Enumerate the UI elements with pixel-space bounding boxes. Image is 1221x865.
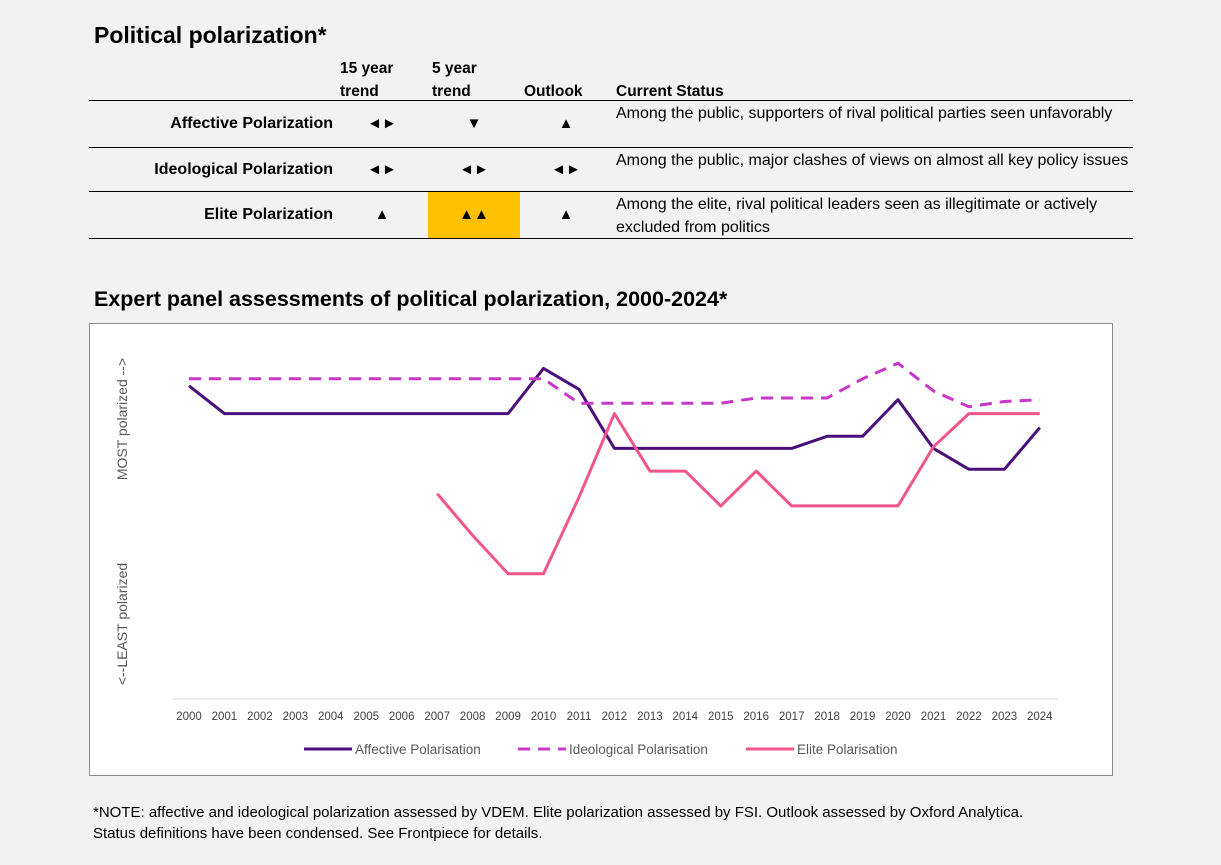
x-tick-label: 2023 <box>992 711 1018 723</box>
footnote: *NOTE: affective and ideological polariz… <box>93 802 1193 844</box>
series-line-elite-polarisation <box>436 412 1040 576</box>
x-tick-label: 2012 <box>602 711 628 723</box>
x-tick-label: 2016 <box>743 711 769 723</box>
x-tick-label: 2011 <box>567 711 592 723</box>
row-ideological-outlook-symbol: ◄► <box>551 161 581 178</box>
row-affective-outlook-symbol: ▲ <box>558 115 574 132</box>
line-chart: MOST polarized --> <--LEAST polarized 200… <box>114 358 1058 757</box>
row-affective-15yr-symbol: ◄► <box>367 115 397 132</box>
row-ideological-5yr-symbol: ◄► <box>459 161 489 178</box>
row-elite-5yr-symbol: ▲▲ <box>459 206 489 223</box>
table-rule-1 <box>89 147 1133 148</box>
y-label-most: MOST polarized --> <box>114 358 130 480</box>
header-5-line1: 5 year <box>432 60 477 77</box>
header-15-line1: 15 year <box>340 60 394 77</box>
row-elite-status: Among the elite, rival political leaders… <box>616 196 1098 236</box>
x-tick-label: 2004 <box>318 711 344 723</box>
table-rule-2 <box>89 191 1133 192</box>
row-affective-status: Among the public, supporters of rival po… <box>616 105 1113 122</box>
legend-label: Ideological Polarisation <box>569 742 708 757</box>
row-elite-outlook-symbol: ▲ <box>558 206 574 223</box>
header-15-line2: trend <box>340 83 379 100</box>
x-tick-label: 2015 <box>708 711 734 723</box>
x-tick-label: 2000 <box>176 711 202 723</box>
row-ideological-status: Among the public, major clashes of views… <box>616 152 1129 169</box>
row-elite-15yr-symbol: ▲ <box>374 206 390 223</box>
header-5-year-trend: 5 year trend <box>432 57 477 103</box>
row-label-ideological: Ideological Polarization <box>154 161 333 178</box>
header-15-year-trend: 15 year trend <box>340 57 393 103</box>
legend-label: Affective Polarisation <box>355 742 481 757</box>
series-line-ideological-polarisation <box>189 361 1040 409</box>
x-tick-label: 2001 <box>212 711 238 723</box>
x-tick-label: 2013 <box>637 711 663 723</box>
footnote-line-1: *NOTE: affective and ideological polariz… <box>93 804 1024 821</box>
x-tick-label: 2024 <box>1027 711 1053 723</box>
row-label-affective: Affective Polarization <box>170 115 333 132</box>
x-tick-label: 2018 <box>814 711 840 723</box>
x-tick-label: 2017 <box>779 711 805 723</box>
table-rule-top <box>89 100 1133 101</box>
header-5-line2: trend <box>432 83 471 100</box>
x-tick-label: 2010 <box>531 711 557 723</box>
table-rule-bottom <box>89 238 1133 239</box>
chart-container: MOST polarized --> <--LEAST polarized 200… <box>89 323 1113 776</box>
row-label-elite: Elite Polarization <box>204 206 333 223</box>
page-title: Political polarization* <box>94 22 327 48</box>
x-tick-label: 2020 <box>885 711 911 723</box>
x-tick-label: 2008 <box>460 711 486 723</box>
x-tick-label: 2003 <box>283 711 309 723</box>
x-tick-label: 2021 <box>921 711 947 723</box>
x-tick-label: 2002 <box>247 711 273 723</box>
x-tick-label: 2005 <box>354 711 380 723</box>
x-tick-label: 2014 <box>673 711 699 723</box>
x-tick-label: 2009 <box>495 711 521 723</box>
y-label-least: <--LEAST polarized <box>114 563 130 685</box>
x-tick-label: 2007 <box>424 711 450 723</box>
x-tick-label: 2019 <box>850 711 876 723</box>
x-tick-label: 2022 <box>956 711 982 723</box>
series-line-affective-polarisation <box>188 366 1041 471</box>
row-affective-5yr-symbol: ▼ <box>466 115 482 132</box>
header-outlook: Outlook <box>524 83 583 100</box>
footnote-line-2: Status definitions have been condensed. … <box>93 825 543 842</box>
chart-title: Expert panel assessments of political po… <box>94 287 728 311</box>
row-ideological-15yr-symbol: ◄► <box>367 161 397 178</box>
x-tick-label: 2006 <box>389 711 415 723</box>
highlight-cell <box>428 192 520 238</box>
legend-label: Elite Polarisation <box>797 742 898 757</box>
header-current-status: Current Status <box>616 83 724 100</box>
